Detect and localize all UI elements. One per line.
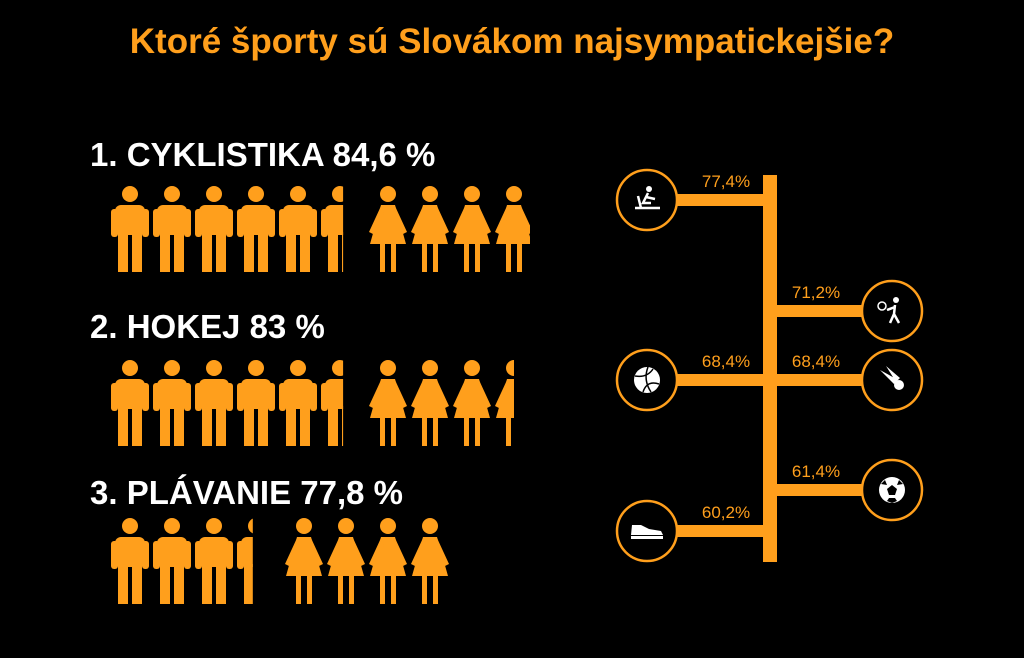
volleyball-icon (634, 366, 660, 393)
value-label: 61,4% (792, 462, 840, 481)
icon-circle (860, 279, 924, 343)
sneaker-icon (631, 525, 663, 539)
women-icons (369, 360, 514, 446)
page-title: Ktoré športy sú Slovákom najsympatickejš… (129, 22, 895, 61)
value-label: 68,4% (702, 352, 750, 371)
skier-icon (635, 186, 660, 210)
women-icons (369, 186, 530, 272)
branch-shuttlecock: 68,4% (770, 348, 924, 412)
rank-2-people-icons (111, 360, 514, 446)
rank-1-heading: 1. CYKLISTIKA 84,6 % (90, 136, 435, 174)
shuttlecock-icon (880, 366, 904, 390)
sport-popularity-tree-chart: 77,4% 71,2% 68,4% 68,4% 61,4% 60,2% (615, 168, 924, 563)
branch-tennis-player: 71,2% (770, 279, 924, 343)
rank-3-people-icons (111, 518, 449, 604)
soccer-ball-icon (879, 477, 905, 503)
rank-2-heading: 2. HOKEJ 83 % (90, 308, 325, 346)
chart-trunk (763, 175, 777, 562)
branch-skier: 77,4% (615, 168, 770, 232)
men-icons (111, 360, 344, 446)
rank-number: 1. (90, 136, 118, 173)
value-label: 77,4% (702, 172, 750, 191)
rank-1-people-icons (111, 186, 530, 272)
men-icons (111, 518, 253, 604)
sport-name: CYKLISTIKA (126, 136, 324, 173)
rank-3-heading: 3. PLÁVANIE 77,8 % (90, 474, 403, 512)
value-label: 68,4% (792, 352, 840, 371)
sport-name: PLÁVANIE (126, 474, 292, 511)
rank-number: 2. (90, 308, 118, 345)
branch-soccer-ball: 61,4% (770, 458, 924, 522)
branch-volleyball: 68,4% (615, 348, 770, 412)
value-label: 71,2% (792, 283, 840, 302)
men-icons (111, 186, 344, 272)
rank-number: 3. (90, 474, 118, 511)
sport-value: 77,8 % (300, 474, 404, 511)
women-icons (285, 518, 449, 604)
branch-sneaker: 60,2% (615, 499, 770, 563)
value-label: 60,2% (702, 503, 750, 522)
tennis-player-icon (877, 297, 901, 324)
sport-value: 83 % (249, 308, 325, 345)
icon-circle (615, 168, 679, 232)
sport-value: 84,6 % (332, 136, 436, 173)
sport-name: HOKEJ (126, 308, 241, 345)
